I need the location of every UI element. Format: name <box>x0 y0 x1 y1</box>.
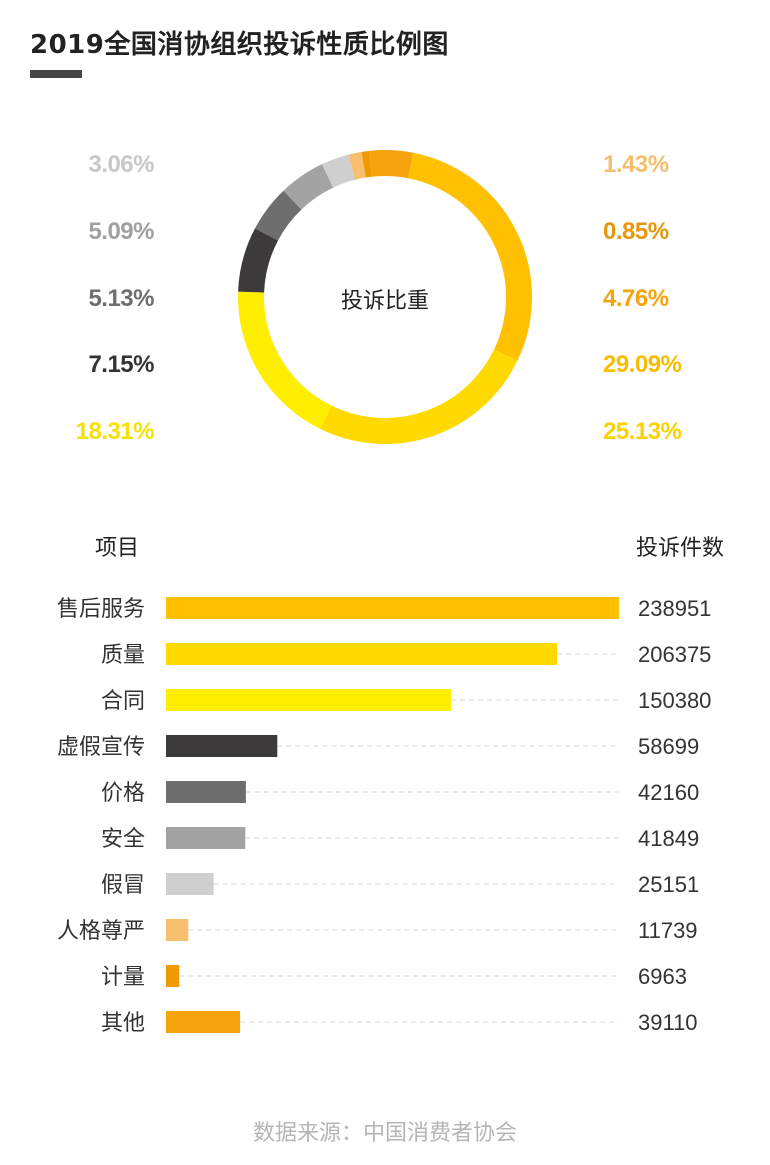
category-label: 人格尊严 <box>57 919 145 944</box>
percent-label-left: 5.13% <box>88 285 154 312</box>
percent-label-right: 4.76% <box>603 285 669 312</box>
bar <box>166 597 619 619</box>
percent-label-left: 18.31% <box>75 418 155 445</box>
donut-slice <box>407 152 532 361</box>
count-column-header: 投诉件数 <box>636 536 725 561</box>
percent-label-left: 7.15% <box>88 351 154 378</box>
donut-slice <box>348 151 366 180</box>
bar <box>166 873 214 895</box>
value-label: 6963 <box>638 964 687 989</box>
category-label: 其他 <box>101 1011 145 1036</box>
category-label: 售后服务 <box>57 597 145 622</box>
bar <box>166 827 246 849</box>
donut-slice <box>361 150 373 178</box>
category-label: 安全 <box>101 827 145 852</box>
bar-chart: 售后服务 238951 质量 206375 合同 150380 虚假宣传 58699 价格 421… <box>57 596 711 1036</box>
donut-slice <box>320 349 518 444</box>
donut-slice <box>255 190 302 241</box>
percent-label-right: 29.09% <box>603 351 682 378</box>
percent-label-right: 1.43% <box>603 151 669 178</box>
donut-chart <box>238 150 532 444</box>
title-underline <box>30 70 82 78</box>
bar <box>166 643 558 665</box>
category-label: 虚假宣传 <box>57 735 145 760</box>
bar <box>166 965 180 987</box>
donut-slice <box>322 154 356 188</box>
bar <box>166 689 452 711</box>
donut-slice <box>238 228 279 293</box>
bar <box>166 919 189 941</box>
bar <box>166 781 246 803</box>
donut-center-label: 投诉比重 <box>340 289 429 314</box>
data-source-note: 数据来源：中国消费者协会 <box>252 1121 517 1146</box>
donut-slice <box>369 150 414 179</box>
value-label: 41849 <box>638 826 699 851</box>
donut-slice <box>238 291 332 429</box>
percent-label-left: 3.06% <box>88 151 154 178</box>
category-label: 合同 <box>101 689 145 714</box>
category-label: 价格 <box>101 781 145 806</box>
value-label: 11739 <box>638 918 698 943</box>
category-label: 质量 <box>101 643 145 668</box>
value-label: 58699 <box>638 734 699 759</box>
value-label: 39110 <box>638 1010 698 1035</box>
value-label: 150380 <box>638 688 711 713</box>
value-label: 25151 <box>638 872 699 897</box>
value-label: 42160 <box>638 780 699 805</box>
category-label: 假冒 <box>101 873 145 898</box>
percent-label-right: 25.13% <box>603 418 682 445</box>
donut-slice <box>283 164 334 210</box>
bar <box>166 1011 241 1033</box>
bar <box>166 735 278 757</box>
value-label: 206375 <box>638 642 711 667</box>
percent-label-left: 5.09% <box>88 218 154 245</box>
percent-label-right: 0.85% <box>603 218 669 245</box>
category-column-header: 项目 <box>95 536 140 561</box>
value-label: 238951 <box>638 596 711 621</box>
category-label: 计量 <box>101 965 145 990</box>
chart-title: 2019全国消协组织投诉性质比例图 <box>30 30 449 60</box>
